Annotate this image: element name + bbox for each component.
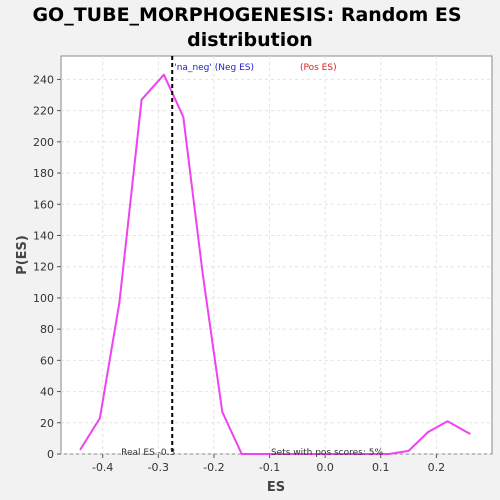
- x-tick-label: 0.2: [428, 461, 446, 474]
- es-data-point: [302, 453, 304, 455]
- y-tick-label: 40: [40, 386, 54, 399]
- y-tick-label: 140: [33, 229, 54, 242]
- es-data-point: [468, 432, 471, 435]
- es-data-point: [79, 448, 82, 451]
- y-tick-label: 20: [40, 417, 54, 430]
- legend: 'na_neg' (Neg ES) (Pos ES): [174, 63, 336, 73]
- legend-neg-es: 'na_neg' (Neg ES): [174, 63, 254, 73]
- x-tick-label: 0.0: [316, 461, 334, 474]
- es-data-point: [388, 453, 391, 455]
- es-data-point: [140, 98, 143, 101]
- series-layer: [79, 73, 471, 455]
- es-data-point: [368, 453, 371, 455]
- es-distribution-line: [79, 73, 471, 455]
- es-data-point: [407, 449, 410, 452]
- es-data-point: [446, 420, 449, 423]
- y-tick-label: 80: [40, 323, 54, 336]
- real-es-label: Real ES -0.3: [121, 448, 175, 458]
- x-tick-label: -0.2: [203, 461, 224, 474]
- x-tick-label: -0.1: [259, 461, 280, 474]
- es-data-point: [346, 453, 349, 455]
- y-tick-label: 240: [33, 73, 54, 86]
- y-tick-label: 120: [33, 261, 54, 274]
- legend-pos-es: (Pos ES): [300, 63, 337, 73]
- y-tick-label: 160: [33, 198, 54, 211]
- es-data-point: [257, 453, 260, 455]
- y-axis-label: P(ES): [15, 235, 30, 275]
- es-data-point: [279, 453, 282, 455]
- plot-area: [60, 55, 493, 455]
- y-tick-label: 100: [33, 292, 54, 305]
- x-axis-label: ES: [267, 480, 285, 495]
- pos-scores-annotation: Sets with pos scores: 5%: [271, 448, 384, 458]
- y-tick-label: 60: [40, 354, 54, 367]
- axes: 0 20 40 60 80 100 120 140 160 180 200 220 240 -0.4 -0.…: [33, 73, 445, 474]
- es-data-point: [221, 410, 224, 413]
- y-tick-label: 0: [47, 448, 54, 461]
- es-data-point: [99, 417, 101, 420]
- es-data-point: [324, 453, 327, 455]
- y-tick-label: 180: [33, 167, 54, 180]
- x-tick-label: -0.3: [148, 461, 169, 474]
- es-data-point: [201, 273, 204, 276]
- x-tick-label: -0.4: [92, 461, 113, 474]
- chart-title-line-1: GO_TUBE_MORPHOGENESIS: Random ES: [32, 4, 461, 26]
- es-data-point: [162, 73, 165, 76]
- grid: [61, 56, 492, 455]
- es-data-point: [118, 301, 121, 304]
- es-data-point: [427, 431, 429, 434]
- x-tick-label: 0.1: [372, 461, 390, 474]
- chart-title-line-2: distribution: [187, 29, 313, 51]
- y-tick-label: 200: [33, 136, 54, 149]
- es-data-point: [182, 115, 185, 118]
- real-es-layer: Real ES -0.3: [121, 56, 175, 458]
- y-tick-label: 220: [33, 105, 54, 118]
- es-data-point: [240, 453, 243, 455]
